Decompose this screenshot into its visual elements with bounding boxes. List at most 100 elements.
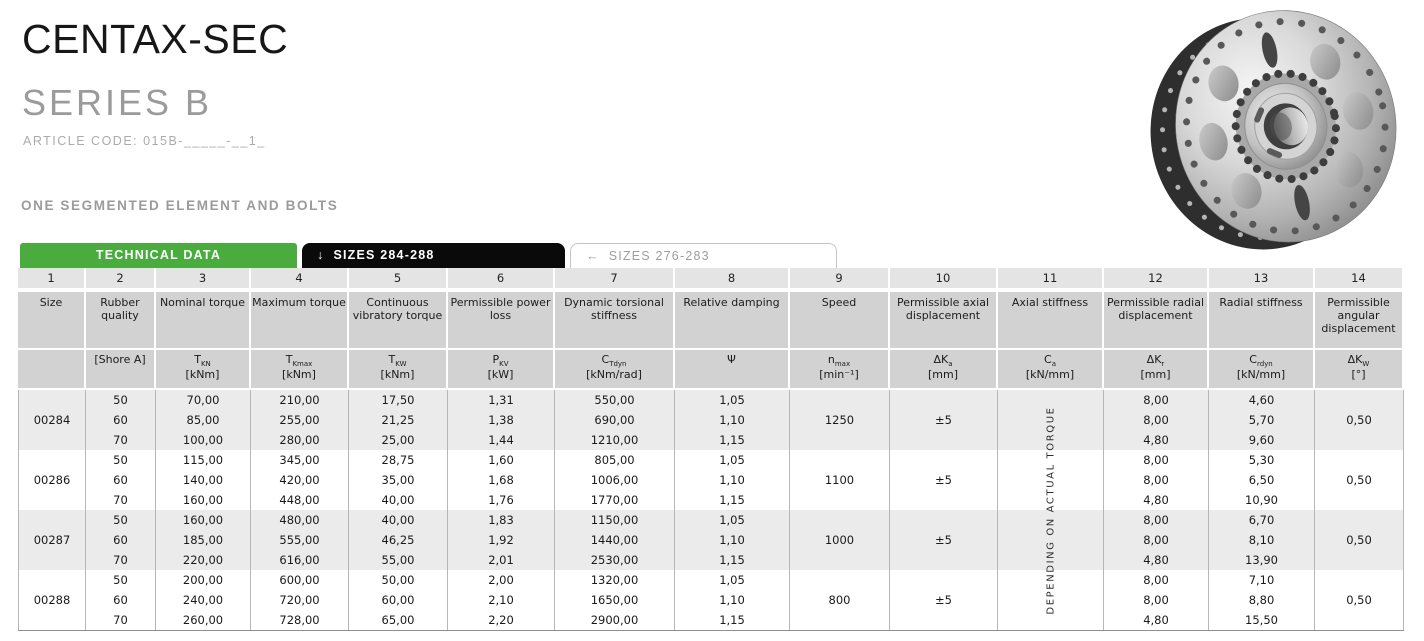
article-code: ARTICLE CODE: 015B-_____-__1_: [23, 134, 266, 148]
cell-tkmax: 555,00: [251, 530, 349, 550]
cell-pkv: 1,68: [448, 470, 555, 490]
cell-pkv: 2,00: [448, 570, 555, 590]
size-cell: 00287: [18, 510, 86, 570]
col-unit: [mm]: [890, 368, 998, 390]
cell-pkv: 1,83: [448, 510, 555, 530]
cell-crdyn: 5,70: [1209, 410, 1315, 430]
cell-psi: 1,10: [675, 470, 790, 490]
cell-psi: 1,10: [675, 590, 790, 610]
col-symbol: PKV: [448, 350, 555, 368]
speed-cell: 1000: [790, 510, 890, 570]
cell-psi: 1,05: [675, 450, 790, 470]
cell-ctdyn: 2900,00: [555, 610, 675, 630]
cell-psi: 1,15: [675, 490, 790, 510]
cell-crdyn: 15,50: [1209, 610, 1315, 630]
cell-shore: 60: [86, 530, 156, 550]
cell-tkn: 140,00: [156, 470, 251, 490]
col-name: Permissible axial displacement: [890, 292, 998, 350]
table-row: 00284 50 70,00 210,00 17,50 1,31 550,00 …: [18, 390, 1404, 450]
cell-shore: 70: [86, 610, 156, 630]
table-row: 70 260,00 728,00 65,00 2,20 2900,00 1,15…: [18, 610, 1404, 630]
col-name: Rubber quality: [86, 292, 156, 350]
col-unit: [86, 368, 156, 390]
cell-crdyn: 8,10: [1209, 530, 1315, 550]
col-unit: [kW]: [448, 368, 555, 390]
cell-tkn: 160,00: [156, 510, 251, 530]
col-symbol: TKW: [349, 350, 448, 368]
tab-sizes-284-288[interactable]: ↓ SIZES 284-288: [302, 243, 565, 268]
col-unit: [kNm]: [251, 368, 349, 390]
cell-tkmax: 345,00: [251, 450, 349, 470]
angular-displacement-cell: 0,50: [1315, 510, 1404, 570]
table-row: 70 220,00 616,00 55,00 2,01 2530,00 1,15…: [18, 550, 1404, 570]
col-name: Relative damping: [675, 292, 790, 350]
cell-pkv: 1,31: [448, 390, 555, 410]
cell-psi: 1,05: [675, 390, 790, 410]
col-num: 11: [998, 268, 1104, 292]
cell-tkn: 160,00: [156, 490, 251, 510]
col-symbol: ΔKa: [890, 350, 998, 368]
cell-ctdyn: 1770,00: [555, 490, 675, 510]
size-cell: 00284: [18, 390, 86, 450]
cell-tkw: 35,00: [349, 470, 448, 490]
cell-tkw: 60,00: [349, 590, 448, 610]
table-row: 70 160,00 448,00 40,00 1,76 1770,00 1,15…: [18, 490, 1404, 510]
col-name: Continuous vibratory torque: [349, 292, 448, 350]
column-symbol-row: [Shore A] TKN TKmax TKW PKV CTdyn Ψ nmax…: [18, 350, 1404, 368]
axial-stiffness-note-cell: [998, 570, 1104, 630]
cell-tkmax: 728,00: [251, 610, 349, 630]
cell-ctdyn: 1150,00: [555, 510, 675, 530]
table-row: 00288 50 200,00 600,00 50,00 2,00 1320,0…: [18, 570, 1404, 630]
cell-tkn: 260,00: [156, 610, 251, 630]
axial-displacement-cell: ±5: [890, 570, 998, 630]
col-num: 1: [18, 268, 86, 292]
section-label: ONE SEGMENTED ELEMENT AND BOLTS: [21, 198, 339, 213]
cell-crdyn: 13,90: [1209, 550, 1315, 570]
col-unit: [kNm]: [349, 368, 448, 390]
axial-stiffness-note-cell: [998, 390, 1104, 450]
coupling-illustration: [1150, 10, 1397, 250]
col-name: Speed: [790, 292, 890, 350]
col-unit: [°]: [1315, 368, 1404, 390]
col-name: Radial stiffness: [1209, 292, 1315, 350]
cell-ctdyn: 1210,00: [555, 430, 675, 450]
col-symbol: TKN: [156, 350, 251, 368]
cell-tkmax: 280,00: [251, 430, 349, 450]
cell-ctdyn: 1650,00: [555, 590, 675, 610]
cell-tkmax: 600,00: [251, 570, 349, 590]
cell-shore: 60: [86, 470, 156, 490]
cell-dkr: 8,00: [1104, 450, 1209, 470]
cell-pkv: 1,60: [448, 450, 555, 470]
col-symbol: TKmax: [251, 350, 349, 368]
col-symbol: Ca: [998, 350, 1104, 368]
col-name: Permissible angular displacement: [1315, 292, 1404, 350]
cell-tkw: 21,25: [349, 410, 448, 430]
cell-tkw: 40,00: [349, 490, 448, 510]
table-row: 60 140,00 420,00 35,00 1,68 1006,00 1,10…: [18, 470, 1404, 490]
table-row: 00287 50 160,00 480,00 40,00 1,83 1150,0…: [18, 510, 1404, 570]
cell-psi: 1,10: [675, 530, 790, 550]
tab-label: SIZES 284-288: [333, 248, 435, 262]
cell-tkmax: 255,00: [251, 410, 349, 430]
table-bottom-border: [18, 630, 1404, 631]
tab-sizes-276-283[interactable]: ← SIZES 276-283: [570, 243, 837, 268]
cell-dkr: 4,80: [1104, 610, 1209, 630]
cell-crdyn: 9,60: [1209, 430, 1315, 450]
table-row: 60 185,00 555,00 46,25 1,92 1440,00 1,10…: [18, 530, 1404, 550]
col-unit: [kN/mm]: [1209, 368, 1315, 390]
cell-pkv: 2,01: [448, 550, 555, 570]
cell-tkmax: 448,00: [251, 490, 349, 510]
col-unit: [675, 368, 790, 390]
tab-technical-data[interactable]: TECHNICAL DATA: [20, 243, 297, 268]
cell-psi: 1,05: [675, 510, 790, 530]
cell-shore: 60: [86, 410, 156, 430]
cell-ctdyn: 1006,00: [555, 470, 675, 490]
col-symbol: Crdyn: [1209, 350, 1315, 368]
col-num: 5: [349, 268, 448, 292]
col-name: Axial stiffness: [998, 292, 1104, 350]
col-num: 3: [156, 268, 251, 292]
coupling-product-image: [1126, 0, 1424, 262]
col-symbol: Ψ: [675, 350, 790, 368]
technical-data-table: 1 2 3 4 5 6 7 8 9 10 11 12 13 14 Size: [18, 268, 1404, 631]
cell-crdyn: 6,70: [1209, 510, 1315, 530]
